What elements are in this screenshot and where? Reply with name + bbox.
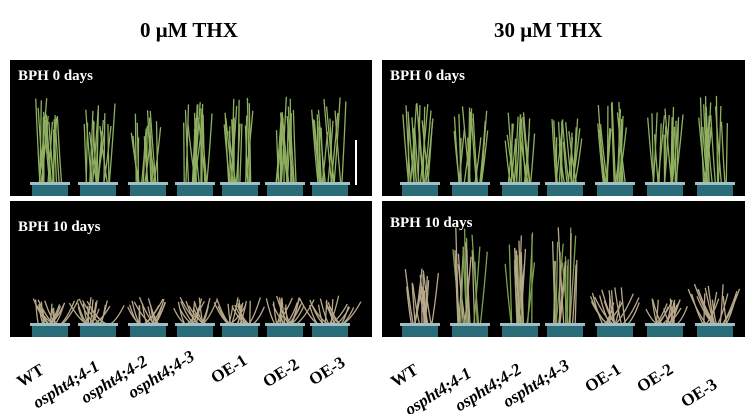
label-oe3: OE-3 [305,352,349,390]
pot [502,184,538,196]
panel-title: BPH 0 days [18,68,94,84]
plant-pot [310,97,350,196]
label-oe2: OE-2 [633,359,677,397]
pot [502,325,538,337]
plant-pot [400,268,440,337]
plant-pot [450,106,490,196]
plant-pot [589,287,640,337]
condition-title-30uM: 30 μM THX [494,18,603,42]
scale-bar [355,140,357,185]
pot [130,184,166,196]
photo-30uM-bph10: BPH 10 days [382,201,745,337]
plant-pot [298,295,362,337]
pot [597,184,633,196]
pot [80,184,116,196]
pot [222,325,258,337]
pot [32,325,68,337]
plant-pot [400,103,440,196]
photo-30uM-bph0: BPH 0 days [382,60,745,196]
pot [80,325,116,337]
pot [267,325,303,337]
photo-0uM-bph0: BPH 0 days [10,60,372,196]
plant-pot [687,283,741,337]
pot [312,184,348,196]
plant-pot [500,112,540,196]
photo-0uM-bph10: BPH 10 days [10,201,372,337]
pot [267,184,303,196]
plant-pot [30,298,79,337]
plant-pot [68,297,125,337]
plant-pot [645,107,685,196]
plant-pot [78,103,118,196]
pot [647,325,683,337]
plant-pot [545,227,585,337]
panel-title: BPH 10 days [18,219,101,235]
pot [452,325,488,337]
pot [402,184,438,196]
plant-pot [500,232,540,337]
label-oe1: OE-1 [581,359,625,397]
pot [312,325,348,337]
pot [697,184,733,196]
condition-title-0uM: 0 μM THX [140,18,238,42]
pot [32,184,68,196]
panel-title: BPH 0 days [390,68,466,84]
pot [597,325,633,337]
pot [177,325,213,337]
pot [697,325,733,337]
pot [547,325,583,337]
plant-pot [173,296,218,337]
label-wt: WT [387,360,422,392]
plant-pot [127,296,168,337]
plant-pot [220,97,260,196]
plant-pot [30,98,70,196]
pot [402,325,438,337]
plant-pot [450,227,490,337]
pot [177,184,213,196]
pot [452,184,488,196]
plant-pot [645,298,689,337]
plant-pot [545,118,585,196]
pot [547,184,583,196]
pot [647,184,683,196]
pot [222,184,258,196]
panel-title: BPH 10 days [390,215,473,231]
plant-pot [128,110,168,196]
plant-pot [265,96,305,196]
plant-pot [213,297,265,337]
plant-pot [595,101,635,196]
label-oe2: OE-2 [259,354,303,392]
label-oe3: OE-3 [677,374,721,412]
label-oe1: OE-1 [207,350,251,388]
plant-pot [695,95,735,196]
plant-pot [265,295,315,337]
plant-pot [175,102,215,196]
pot [130,325,166,337]
